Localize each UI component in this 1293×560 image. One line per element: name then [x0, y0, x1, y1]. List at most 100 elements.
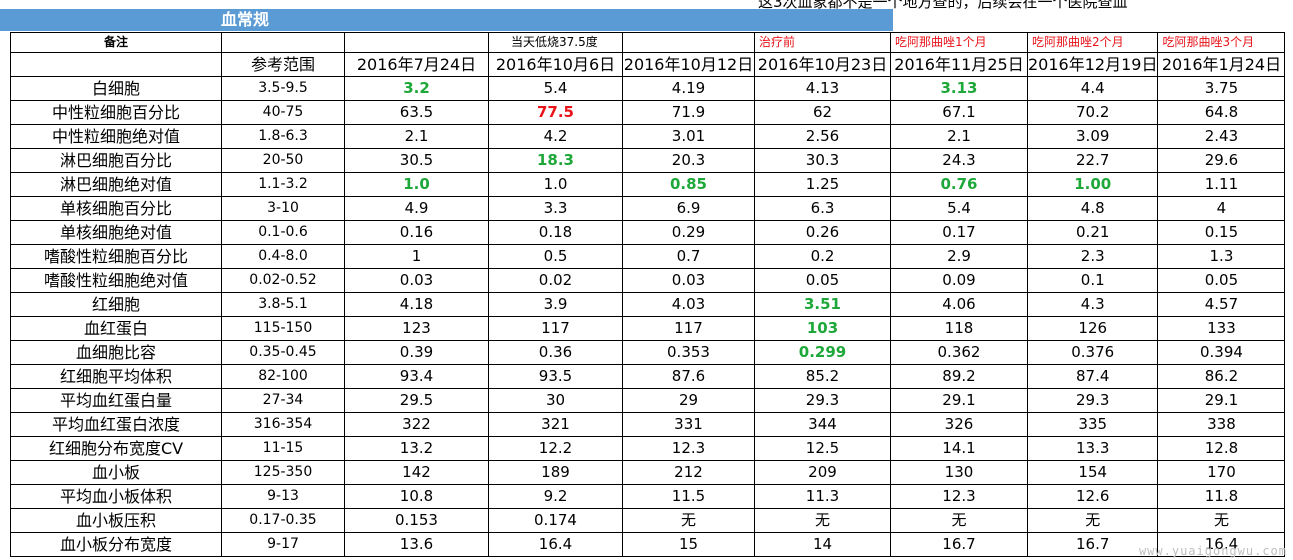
value-cell[interactable]: 4.2	[488, 124, 623, 149]
ref-range-cell[interactable]: 0.35-0.45	[221, 340, 345, 365]
value-cell[interactable]: 133	[1157, 316, 1286, 341]
value-cell[interactable]: 62	[754, 100, 891, 125]
value-cell[interactable]: 64.8	[1157, 100, 1286, 125]
note-cell[interactable]	[344, 32, 489, 53]
value-cell[interactable]: 86.2	[1157, 364, 1286, 389]
value-cell[interactable]: 87.4	[1026, 364, 1159, 389]
value-cell[interactable]: 63.5	[344, 100, 489, 125]
row-label[interactable]: 单核细胞百分比	[10, 196, 222, 221]
value-cell[interactable]: 11.8	[1157, 484, 1286, 509]
value-cell[interactable]: 3.75	[1157, 76, 1286, 101]
value-cell[interactable]: 0.03	[622, 268, 755, 293]
value-cell[interactable]: 3.09	[1026, 124, 1159, 149]
value-cell[interactable]: 103	[754, 316, 891, 341]
value-cell[interactable]: 13.3	[1026, 436, 1159, 461]
value-cell[interactable]: 344	[754, 412, 891, 437]
value-cell[interactable]: 2.1	[344, 124, 489, 149]
value-cell[interactable]: 16.4	[1157, 532, 1286, 557]
value-cell[interactable]: 13.6	[344, 532, 489, 557]
value-cell[interactable]: 0.29	[622, 220, 755, 245]
note-cell[interactable]	[622, 32, 755, 53]
value-cell[interactable]: 12.3	[890, 484, 1028, 509]
value-cell[interactable]: 209	[754, 460, 891, 485]
row-label[interactable]: 血小板	[10, 460, 222, 485]
note-cell[interactable]: 吃阿那曲唑2个月	[1026, 32, 1159, 53]
date-header[interactable]: 2016年10月6日	[488, 52, 623, 77]
value-cell[interactable]: 14	[754, 532, 891, 557]
value-cell[interactable]: 11.3	[754, 484, 891, 509]
value-cell[interactable]: 326	[890, 412, 1028, 437]
value-cell[interactable]: 0.1	[1026, 268, 1159, 293]
value-cell[interactable]: 3.13	[890, 76, 1028, 101]
value-cell[interactable]: 212	[622, 460, 755, 485]
value-cell[interactable]: 0.03	[344, 268, 489, 293]
ref-range-cell[interactable]: 9-13	[221, 484, 345, 509]
row-label[interactable]: 中性粒细胞绝对值	[10, 124, 222, 149]
value-cell[interactable]: 0.05	[754, 268, 891, 293]
value-cell[interactable]: 12.3	[622, 436, 755, 461]
value-cell[interactable]: 3.9	[488, 292, 623, 317]
value-cell[interactable]: 1.0	[344, 172, 489, 197]
row-label[interactable]: 红细胞分布宽度CV	[10, 436, 222, 461]
value-cell[interactable]: 4.57	[1157, 292, 1286, 317]
value-cell[interactable]: 0.5	[488, 244, 623, 269]
value-cell[interactable]: 331	[622, 412, 755, 437]
value-cell[interactable]: 1.11	[1157, 172, 1286, 197]
value-cell[interactable]: 87.6	[622, 364, 755, 389]
value-cell[interactable]: 154	[1026, 460, 1159, 485]
ref-range-cell[interactable]: 316-354	[221, 412, 345, 437]
ref-range-cell[interactable]: 11-15	[221, 436, 345, 461]
value-cell[interactable]: 12.2	[488, 436, 623, 461]
value-cell[interactable]: 1.00	[1026, 172, 1159, 197]
value-cell[interactable]: 85.2	[754, 364, 891, 389]
value-cell[interactable]: 189	[488, 460, 623, 485]
date-header[interactable]: 2016年10月23日	[754, 52, 891, 77]
value-cell[interactable]: 2.9	[890, 244, 1028, 269]
note-label[interactable]: 备注	[10, 32, 222, 53]
value-cell[interactable]: 71.9	[622, 100, 755, 125]
value-cell[interactable]: 126	[1026, 316, 1159, 341]
value-cell[interactable]: 无	[1157, 508, 1286, 533]
value-cell[interactable]: 4.03	[622, 292, 755, 317]
value-cell[interactable]: 4.4	[1026, 76, 1159, 101]
value-cell[interactable]: 6.9	[622, 196, 755, 221]
value-cell[interactable]: 117	[488, 316, 623, 341]
date-header[interactable]: 2016年10月12日	[622, 52, 755, 77]
note-cell[interactable]: 治疗前	[754, 32, 891, 53]
ref-range-cell[interactable]: 1.1-3.2	[221, 172, 345, 197]
value-cell[interactable]: 9.2	[488, 484, 623, 509]
value-cell[interactable]: 0.05	[1157, 268, 1286, 293]
ref-range-cell[interactable]: 0.17-0.35	[221, 508, 345, 533]
value-cell[interactable]: 5.4	[488, 76, 623, 101]
ref-range-cell[interactable]: 125-350	[221, 460, 345, 485]
ref-range-cell[interactable]: 3.8-5.1	[221, 292, 345, 317]
value-cell[interactable]: 2.56	[754, 124, 891, 149]
value-cell[interactable]: 335	[1026, 412, 1159, 437]
value-cell[interactable]: 3.51	[754, 292, 891, 317]
note-cell[interactable]: 当天低烧37.5度	[488, 32, 623, 53]
ref-range-cell[interactable]: 0.4-8.0	[221, 244, 345, 269]
value-cell[interactable]: 4.13	[754, 76, 891, 101]
value-cell[interactable]: 0.76	[890, 172, 1028, 197]
value-cell[interactable]: 0.21	[1026, 220, 1159, 245]
value-cell[interactable]: 0.36	[488, 340, 623, 365]
row-label[interactable]: 红细胞	[10, 292, 222, 317]
row-label[interactable]: 血细胞比容	[10, 340, 222, 365]
note-cell[interactable]: 吃阿那曲唑1个月	[890, 32, 1028, 53]
value-cell[interactable]: 0.2	[754, 244, 891, 269]
value-cell[interactable]: 16.4	[488, 532, 623, 557]
value-cell[interactable]: 0.17	[890, 220, 1028, 245]
value-cell[interactable]: 12.6	[1026, 484, 1159, 509]
value-cell[interactable]: 170	[1157, 460, 1286, 485]
row-label[interactable]: 血小板分布宽度	[10, 532, 222, 557]
value-cell[interactable]: 29.6	[1157, 148, 1286, 173]
ref-range-cell[interactable]: 40-75	[221, 100, 345, 125]
value-cell[interactable]: 1.0	[488, 172, 623, 197]
row-label[interactable]: 平均血红蛋白量	[10, 388, 222, 413]
value-cell[interactable]: 29.3	[754, 388, 891, 413]
value-cell[interactable]: 4.06	[890, 292, 1028, 317]
value-cell[interactable]: 4.9	[344, 196, 489, 221]
value-cell[interactable]: 117	[622, 316, 755, 341]
row-label[interactable]: 嗜酸性粒细胞百分比	[10, 244, 222, 269]
date-header[interactable]: 2016年1月24日	[1157, 52, 1286, 77]
